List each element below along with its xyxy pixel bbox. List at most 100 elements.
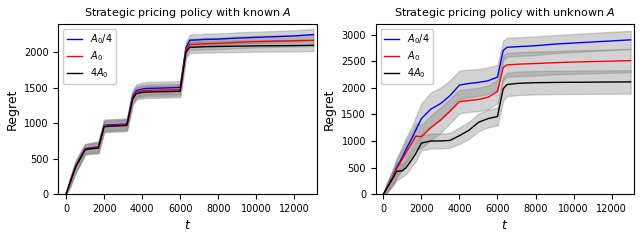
$A_0$	[252, 40, 260, 43]
$4A_0$	[199, 45, 207, 48]
$4A_0$	[91, 147, 99, 150]
$A_0$	[110, 124, 118, 127]
$A_0$	[532, 62, 540, 65]
$A_0$	[81, 148, 89, 151]
$A_0/4$	[570, 42, 577, 45]
$A_0/4$	[271, 35, 279, 38]
$4A_0$	[138, 91, 146, 94]
$A_0/4$	[499, 49, 507, 52]
$4A_0$	[408, 158, 416, 161]
$A_0$	[234, 41, 241, 44]
$A_0/4$	[475, 81, 483, 84]
$A_0/4$	[199, 38, 207, 41]
$A_0/4$	[627, 38, 634, 41]
$A_0/4$	[76, 158, 83, 161]
$A_0/4$	[408, 137, 416, 140]
$A_0$	[484, 96, 492, 99]
$A_0/4$	[291, 35, 298, 37]
$A_0$	[123, 123, 131, 126]
$A_0$	[389, 176, 397, 178]
$A_0$	[100, 125, 108, 128]
$4A_0$	[81, 149, 89, 151]
$A_0$	[550, 61, 558, 64]
$4A_0$	[252, 45, 260, 47]
$A_0/4$	[85, 147, 93, 149]
$A_0$	[436, 119, 444, 122]
$A_0$	[516, 63, 524, 65]
$4A_0$	[516, 82, 524, 85]
$4A_0$	[177, 90, 184, 93]
$A_0/4$	[310, 33, 317, 36]
$4A_0$	[417, 142, 425, 144]
$A_0/4$	[513, 45, 520, 48]
$4A_0$	[291, 44, 298, 47]
Y-axis label: Regret: Regret	[6, 88, 19, 130]
$4A_0$	[499, 87, 507, 90]
$A_0$	[408, 142, 416, 144]
$4A_0$	[110, 125, 118, 128]
$A_0$	[383, 186, 391, 189]
$A_0/4$	[532, 44, 540, 47]
$A_0/4$	[399, 155, 406, 158]
X-axis label: $t$: $t$	[184, 219, 191, 233]
$4A_0$	[550, 81, 558, 84]
$4A_0$	[195, 46, 203, 49]
$A_0$	[627, 59, 634, 62]
$4A_0$	[157, 90, 165, 93]
$4A_0$	[436, 139, 444, 142]
$A_0$	[85, 147, 93, 150]
$A_0/4$	[403, 148, 410, 150]
$A_0$	[132, 91, 140, 94]
$A_0$	[76, 159, 83, 161]
$4A_0$	[66, 182, 74, 185]
$A_0$	[119, 124, 127, 126]
$A_0$	[427, 126, 435, 129]
$A_0$	[157, 89, 165, 92]
$4A_0$	[570, 81, 577, 84]
$A_0/4$	[516, 45, 524, 48]
$A_0$	[589, 60, 596, 63]
$4A_0$	[389, 177, 397, 180]
$4A_0$	[95, 147, 102, 149]
$4A_0$	[142, 91, 150, 94]
$A_0$	[393, 167, 401, 170]
$A_0/4$	[252, 36, 260, 39]
$A_0$	[177, 88, 184, 91]
$4A_0$	[72, 166, 79, 169]
$A_0$	[95, 146, 102, 149]
$A_0/4$	[182, 47, 189, 50]
Legend: $A_0/4$, $A_0$, $4A_0$: $A_0/4$, $A_0$, $4A_0$	[381, 29, 433, 84]
$A_0$	[446, 110, 454, 113]
$4A_0$	[513, 82, 520, 85]
$A_0/4$	[66, 181, 74, 184]
$A_0$	[465, 99, 473, 102]
$A_0/4$	[608, 40, 616, 42]
$4A_0$	[493, 115, 501, 118]
$4A_0$	[446, 139, 454, 142]
$A_0/4$	[177, 86, 184, 89]
$A_0$	[138, 89, 146, 92]
$4A_0$	[393, 170, 401, 173]
$A_0$	[380, 193, 387, 196]
$4A_0$	[100, 125, 108, 128]
$A_0/4$	[436, 102, 444, 105]
$A_0$	[456, 100, 463, 103]
$A_0$	[513, 63, 520, 66]
$A_0$	[104, 124, 112, 127]
$A_0/4$	[100, 124, 108, 127]
$A_0$	[493, 90, 501, 93]
Line: $A_0$: $A_0$	[383, 61, 630, 194]
$A_0/4$	[493, 76, 501, 79]
$A_0/4$	[383, 186, 391, 189]
$A_0/4$	[503, 46, 511, 49]
$A_0/4$	[195, 38, 203, 41]
Title: Strategic pricing policy with known $A$: Strategic pricing policy with known $A$	[84, 5, 292, 20]
$A_0$	[403, 151, 410, 154]
Line: $4A_0$: $4A_0$	[66, 45, 314, 194]
$4A_0$	[399, 169, 406, 172]
$4A_0$	[403, 166, 410, 169]
$A_0/4$	[446, 94, 454, 97]
$4A_0$	[104, 125, 112, 128]
$A_0/4$	[72, 165, 79, 168]
$A_0$	[167, 89, 175, 91]
